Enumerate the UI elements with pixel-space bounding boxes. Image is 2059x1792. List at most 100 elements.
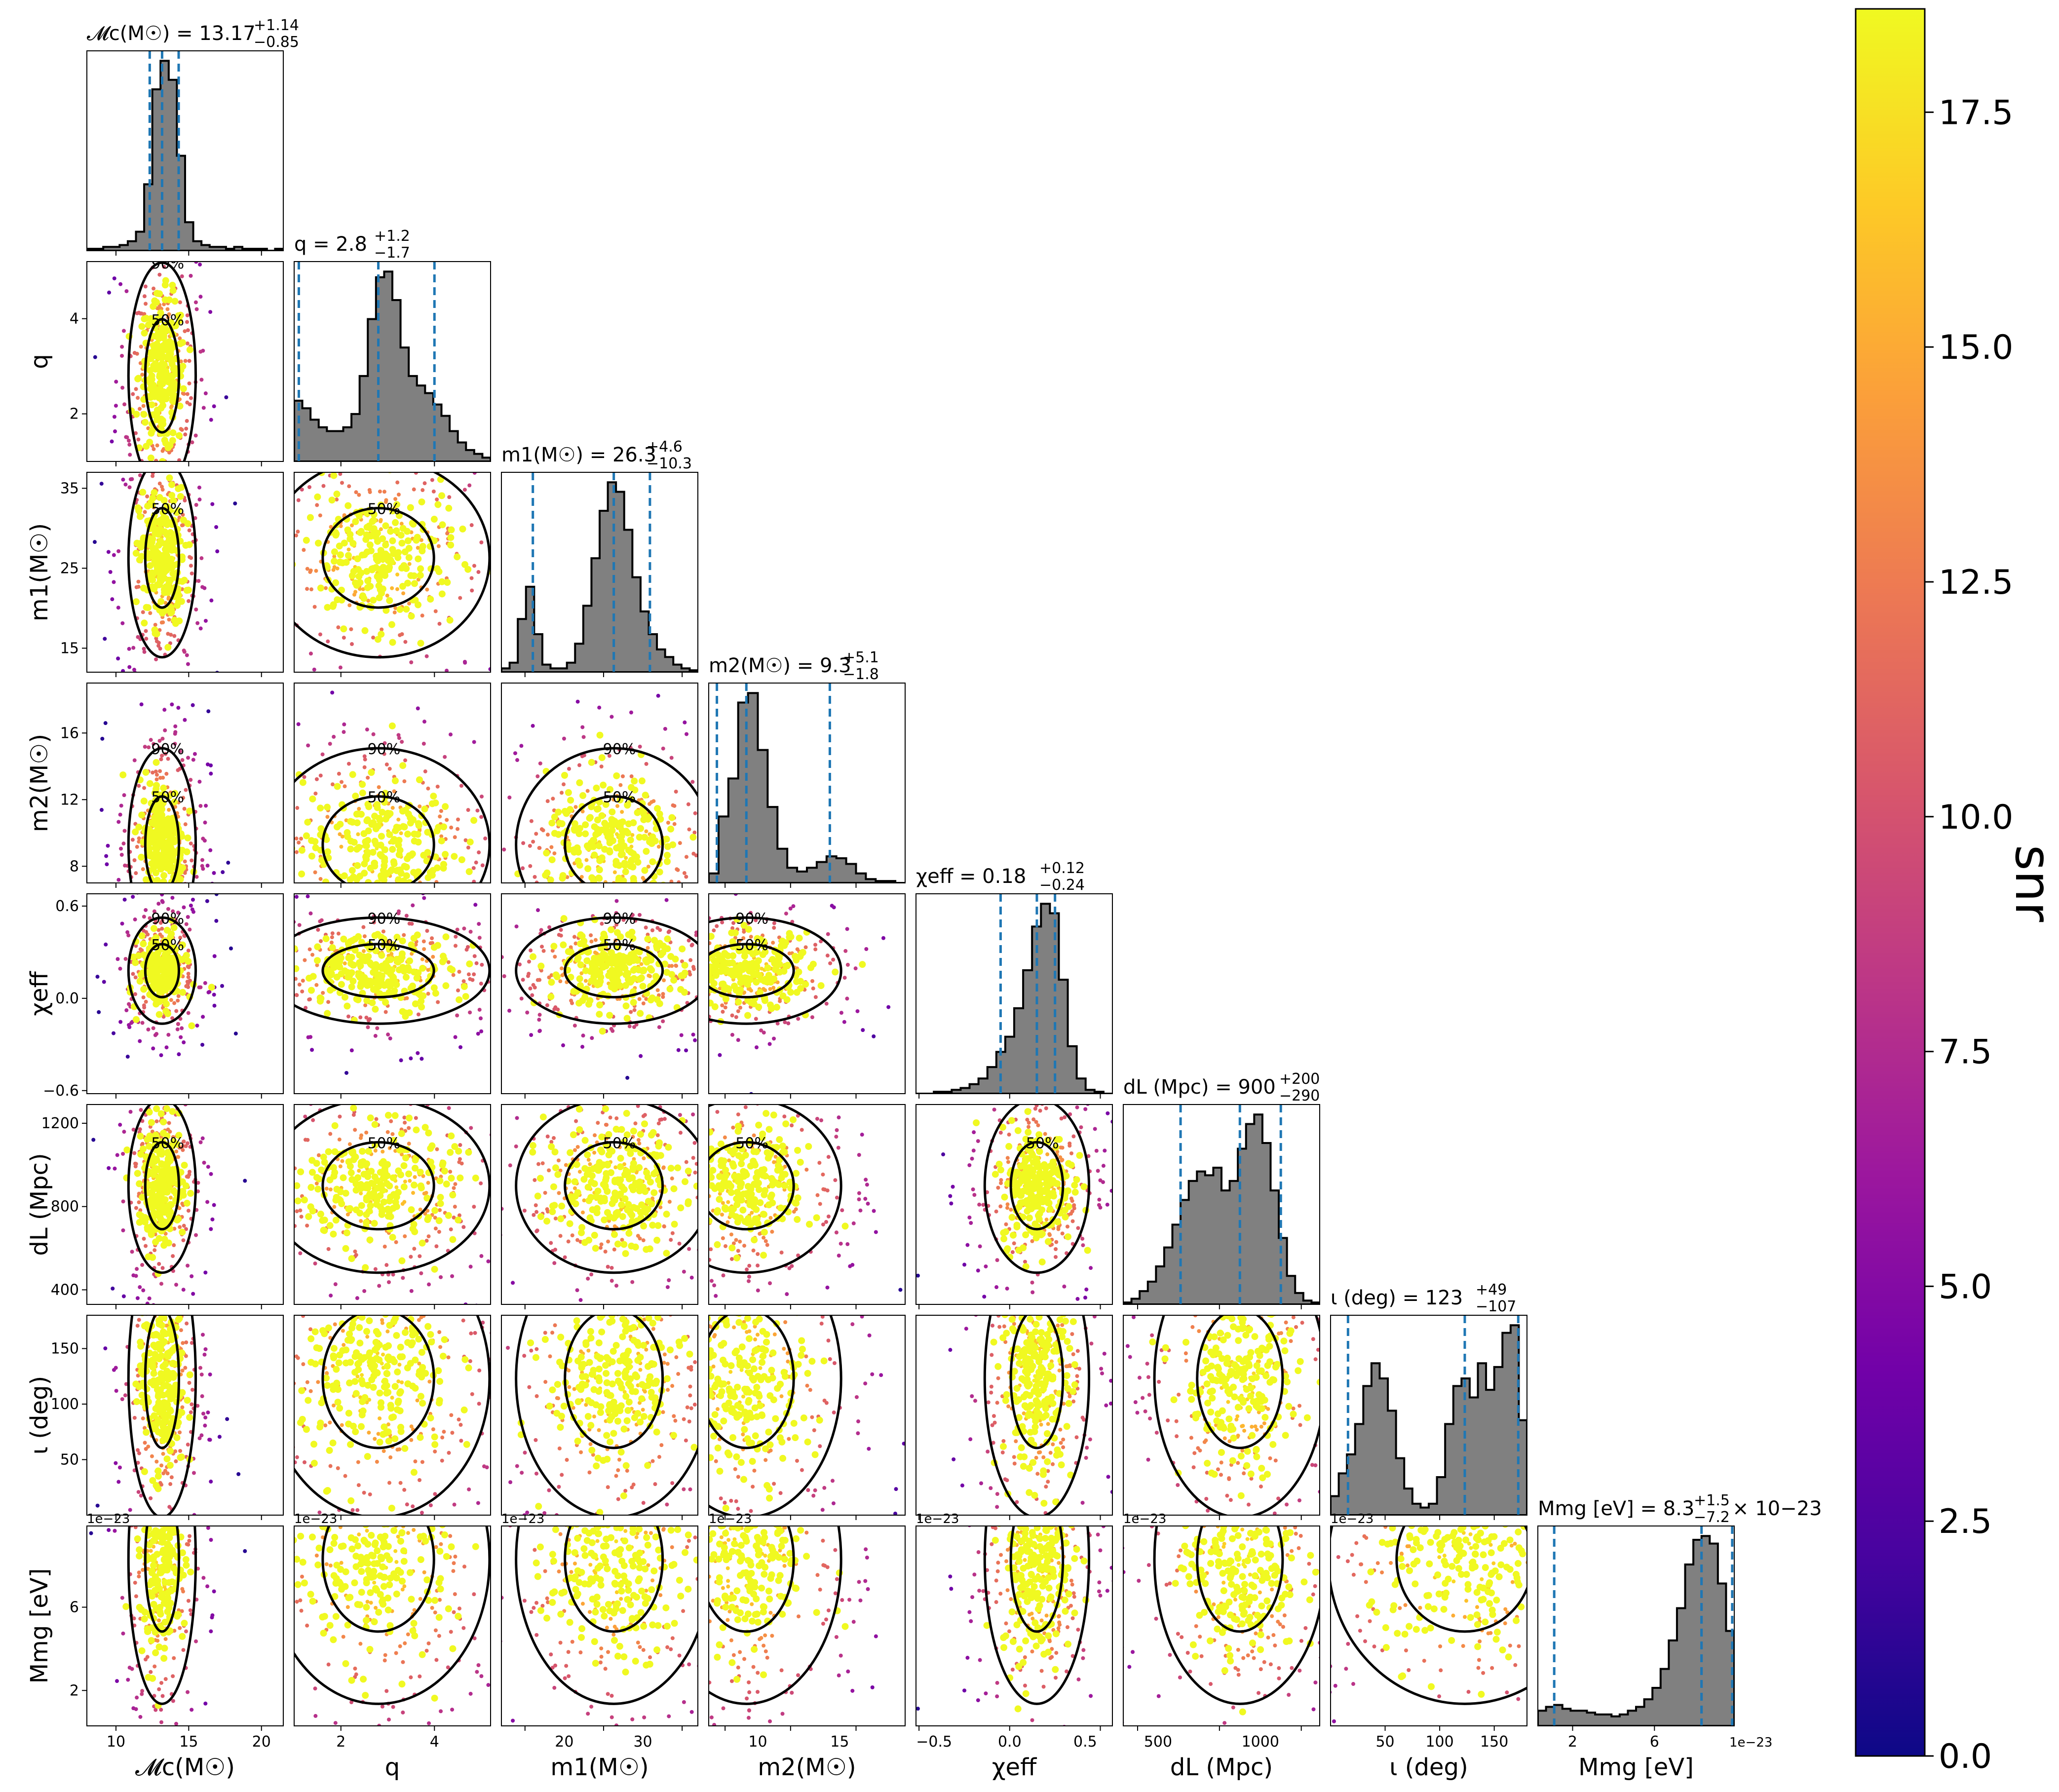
sample-point [164,589,171,596]
sample-point [433,828,440,835]
sample-point [431,984,438,991]
sample-point [778,999,782,1003]
sample-point [347,484,351,488]
sample-point [209,772,213,776]
sample-point [359,790,366,797]
sample-point [369,518,376,525]
sample-point [188,928,191,932]
sample-point [826,953,830,957]
sample-point [353,590,357,594]
sample-point [159,417,166,424]
sample-point [653,945,660,952]
sample-point [407,504,414,511]
sample-point [153,549,159,556]
sample-point [323,935,330,942]
sample-point [113,415,116,419]
sample-point [389,537,396,544]
sample-point [585,844,592,851]
sample-point [553,954,557,958]
sample-point [365,727,369,731]
sample-point [434,501,441,508]
sample-point [187,972,191,976]
sample-point [162,277,169,284]
sample-point [618,838,625,845]
sample-point [141,867,145,871]
sample-point [727,967,734,974]
sample-point [442,803,449,810]
sample-point [359,781,366,788]
sample-point [584,979,588,983]
sample-point [116,957,120,961]
sample-point [194,434,198,438]
sample-point [373,840,380,847]
sample-point [183,807,187,811]
sample-point [394,867,401,874]
sample-point [139,344,143,348]
sample-point [120,354,124,358]
sample-point [470,817,477,824]
sample-point [438,492,445,499]
sample-point [423,769,427,773]
sample-point [415,969,421,976]
sample-point [119,803,123,807]
sample-point [375,1026,379,1030]
sample-point [596,857,603,864]
sample-point [194,608,198,611]
contour-label: 50% [735,937,768,954]
sample-point [552,1007,556,1011]
sample-point [528,844,532,848]
sample-point [154,769,158,773]
sample-point [384,1010,388,1014]
sample-point [574,805,578,809]
sample-point [342,994,348,1001]
sample-point [589,940,593,944]
sample-point [409,1057,413,1061]
sample-point [638,745,642,749]
sample-point [147,562,153,569]
sample-point [142,995,146,999]
sample-point [185,401,189,405]
sample-point [528,864,532,868]
sample-point [113,429,117,433]
sample-point [630,999,637,1006]
sample-point [169,437,176,444]
sample-point [387,982,394,989]
sample-point [352,518,359,525]
sample-point [191,703,195,707]
sample-point [208,984,215,991]
sample-point [167,1121,171,1125]
sample-point [163,1000,170,1007]
sample-point [783,1020,787,1024]
title-plus-chi: +0.12 [1039,860,1085,877]
sample-point [405,537,412,544]
sample-point [122,402,126,406]
sample-point [589,960,596,967]
sample-point [502,847,506,851]
sample-point [594,938,598,942]
sample-point [747,976,754,983]
sample-point [181,758,185,762]
sample-point [110,597,114,601]
sample-point [337,551,344,558]
sample-point [720,1003,724,1007]
sample-point [100,482,104,486]
sample-point [577,763,581,767]
sample-point [318,632,322,636]
sample-point [662,978,666,982]
sample-point [137,513,144,520]
sample-point [588,874,595,881]
sample-point [591,978,598,985]
sample-point [610,715,613,719]
sample-point [208,848,212,852]
sample-point [576,975,583,982]
sample-point [183,432,187,436]
sample-point [417,1012,420,1016]
sample-point [378,872,384,879]
contour-label: 90% [368,910,401,927]
sample-point [537,962,544,969]
sample-point [198,986,202,990]
sample-point [144,1000,148,1004]
sample-point [313,792,317,796]
sample-point [197,780,201,784]
sample-point [198,295,202,299]
